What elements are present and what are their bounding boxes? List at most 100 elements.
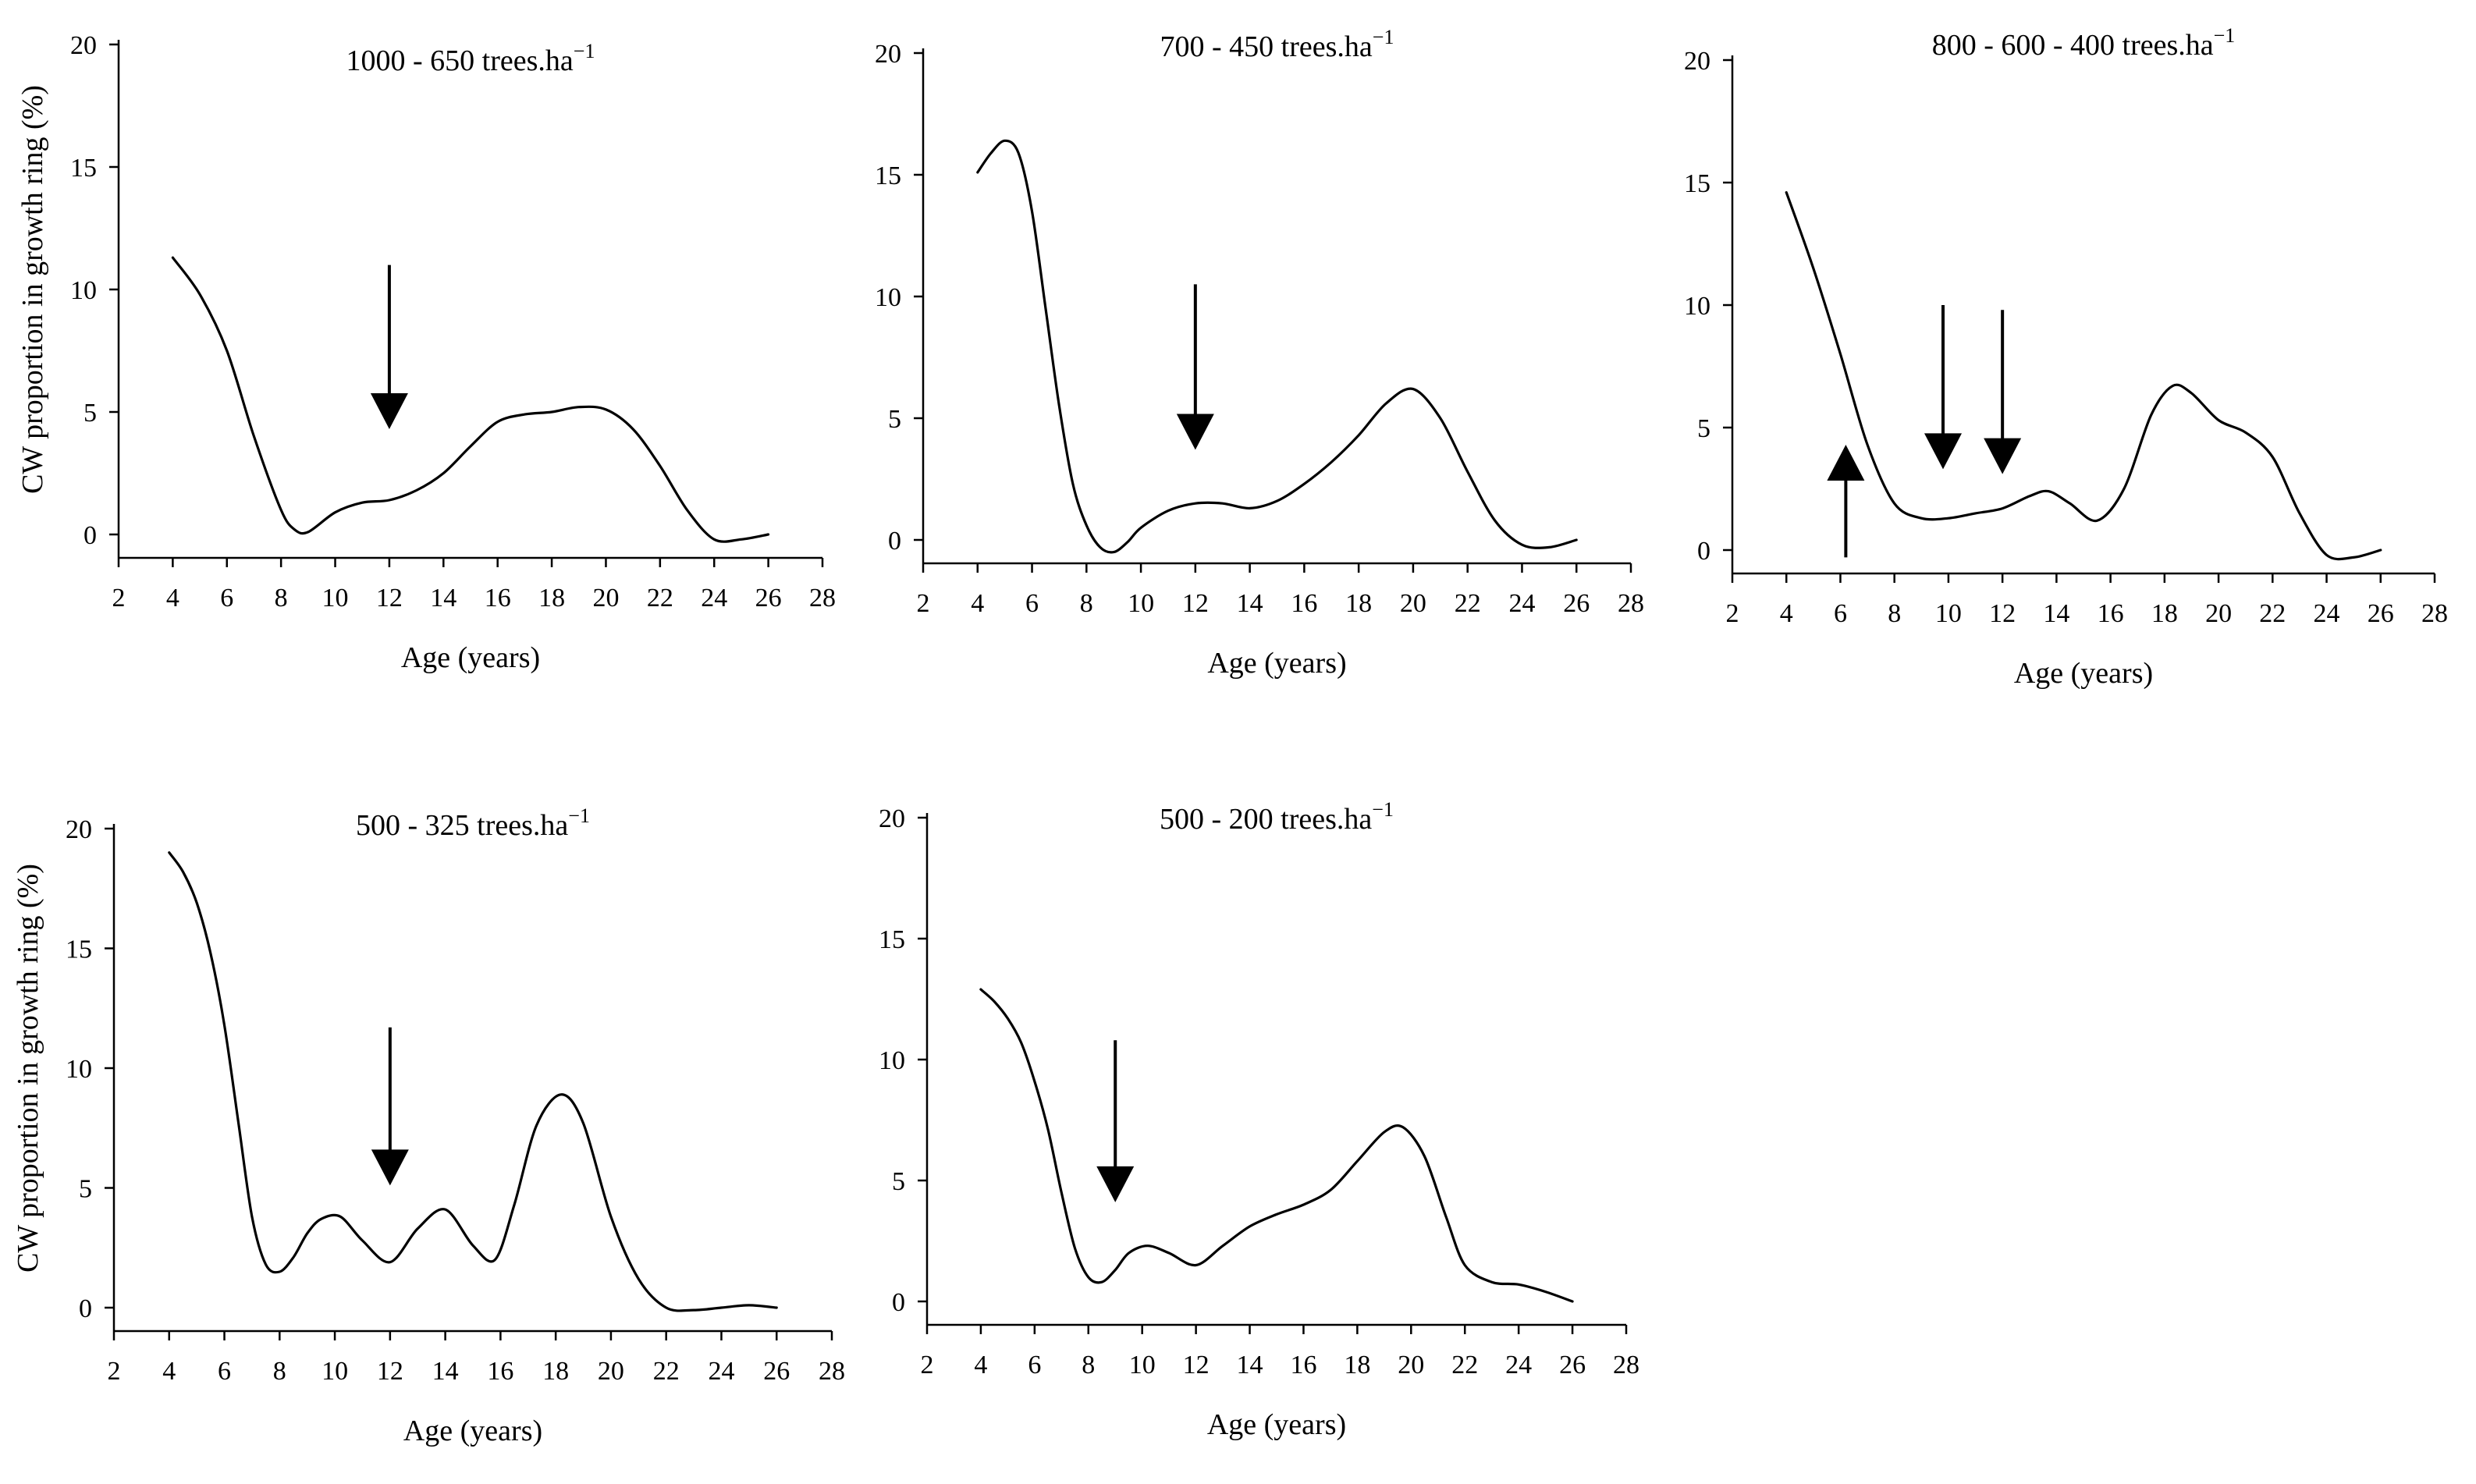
y-tick-label: 0 xyxy=(892,1288,905,1317)
arrow-down-icon xyxy=(1176,284,1214,450)
x-tick-label: 14 xyxy=(2043,599,2069,628)
y-tick-label: 15 xyxy=(1684,169,1710,198)
series-line xyxy=(979,988,1574,1303)
chart-title-text: 500 - 325 trees.ha xyxy=(356,809,568,842)
chart-title: 500 - 325 trees.ha−1 xyxy=(356,804,590,842)
x-tick-label: 4 xyxy=(1780,599,1793,628)
y-axis-label: CW proportion in growth ring (%) xyxy=(12,864,44,1273)
x-tick-label: 10 xyxy=(322,584,349,612)
x-tick-label: 4 xyxy=(166,584,179,612)
x-tick-label: 14 xyxy=(430,584,456,612)
x-tick-label: 22 xyxy=(1455,589,1481,618)
y-tick-label: 5 xyxy=(83,399,97,428)
x-tick-label: 2 xyxy=(112,584,126,612)
y-tick-label: 5 xyxy=(892,1167,905,1196)
x-tick-label: 22 xyxy=(1451,1351,1478,1379)
series-line xyxy=(976,139,1578,554)
x-tick-label: 26 xyxy=(2368,599,2394,628)
y-tick-label: 0 xyxy=(888,527,901,556)
y-tick-label: 20 xyxy=(1684,47,1710,76)
chart-title-superscript: −1 xyxy=(568,804,590,827)
y-tick-label: 0 xyxy=(1697,537,1710,566)
x-tick-label: 26 xyxy=(755,584,782,612)
x-tick-label: 18 xyxy=(1344,1351,1370,1379)
y-tick-label: 10 xyxy=(875,283,901,312)
x-tick-label: 6 xyxy=(1834,599,1847,628)
x-tick-label: 12 xyxy=(1182,589,1209,618)
x-tick-label: 14 xyxy=(1237,589,1263,618)
x-tick-label: 10 xyxy=(1935,599,1962,628)
x-tick-label: 16 xyxy=(485,584,511,612)
x-tick-label: 6 xyxy=(1028,1351,1041,1379)
x-tick-label: 16 xyxy=(487,1357,513,1386)
x-tick-label: 28 xyxy=(809,584,836,612)
x-tick-label: 20 xyxy=(592,584,619,612)
x-tick-label: 28 xyxy=(2421,599,2448,628)
x-axis-label: Age (years) xyxy=(403,1415,542,1447)
chart-title-superscript: −1 xyxy=(1373,26,1394,48)
y-tick-label: 5 xyxy=(888,405,901,434)
x-tick-label: 8 xyxy=(1082,1351,1095,1379)
y-tick-label: 5 xyxy=(1697,414,1710,443)
x-tick-label: 16 xyxy=(1290,1351,1316,1379)
arrow-down-icon xyxy=(370,264,408,429)
arrow-head xyxy=(1176,414,1214,450)
x-tick-label: 28 xyxy=(1613,1351,1639,1379)
arrow-up-icon xyxy=(1827,444,1865,558)
x-tick-label: 6 xyxy=(218,1357,231,1386)
y-tick-label: 0 xyxy=(79,1294,92,1323)
y-tick-label: 15 xyxy=(875,162,901,190)
y-tick-label: 5 xyxy=(79,1175,92,1204)
x-tick-label: 18 xyxy=(2151,599,2178,628)
y-tick-label: 10 xyxy=(66,1055,92,1084)
x-tick-label: 26 xyxy=(1559,1351,1586,1379)
x-tick-label: 10 xyxy=(1129,1351,1156,1379)
y-tick-label: 10 xyxy=(1684,292,1710,321)
x-tick-label: 24 xyxy=(708,1357,734,1386)
arrow-head xyxy=(1827,444,1865,481)
x-tick-label: 6 xyxy=(1025,589,1039,618)
x-tick-label: 2 xyxy=(108,1357,121,1386)
arrow-head xyxy=(371,1149,409,1186)
y-tick-label: 10 xyxy=(70,276,97,305)
chart-title: 500 - 200 trees.ha−1 xyxy=(1160,798,1394,836)
series-line xyxy=(1785,191,2382,561)
chart-title-superscript: −1 xyxy=(1372,798,1394,821)
x-tick-label: 24 xyxy=(1505,1351,1532,1379)
x-tick-label: 12 xyxy=(1183,1351,1210,1379)
x-tick-label: 6 xyxy=(220,584,233,612)
y-tick-label: 15 xyxy=(879,925,905,954)
arrow-down-icon xyxy=(371,1027,409,1186)
x-tick-label: 10 xyxy=(1128,589,1154,618)
x-tick-label: 18 xyxy=(538,584,565,612)
x-tick-label: 28 xyxy=(819,1357,845,1386)
y-tick-label: 20 xyxy=(66,815,92,844)
x-tick-label: 2 xyxy=(917,589,930,618)
x-tick-label: 22 xyxy=(647,584,673,612)
x-tick-label: 16 xyxy=(2098,599,2124,628)
chart-title: 800 - 600 - 400 trees.ha−1 xyxy=(1932,24,2236,62)
chart-title: 700 - 450 trees.ha−1 xyxy=(1160,26,1394,63)
series-line xyxy=(168,851,778,1312)
x-tick-label: 12 xyxy=(1989,599,2016,628)
chart-title-superscript: −1 xyxy=(574,40,595,62)
x-tick-label: 20 xyxy=(598,1357,624,1386)
arrow-down-icon xyxy=(1096,1040,1135,1202)
y-tick-label: 20 xyxy=(879,804,905,833)
x-tick-label: 18 xyxy=(542,1357,569,1386)
x-tick-label: 8 xyxy=(273,1357,286,1386)
x-axis-label: Age (years) xyxy=(1207,1408,1346,1441)
x-tick-label: 28 xyxy=(1618,589,1644,618)
x-tick-label: 24 xyxy=(1508,589,1535,618)
chart-title: 1000 - 650 trees.ha−1 xyxy=(346,40,595,77)
chart-title-text: 1000 - 650 trees.ha xyxy=(346,44,574,77)
y-tick-label: 10 xyxy=(879,1046,905,1075)
x-tick-label: 8 xyxy=(1888,599,1901,628)
